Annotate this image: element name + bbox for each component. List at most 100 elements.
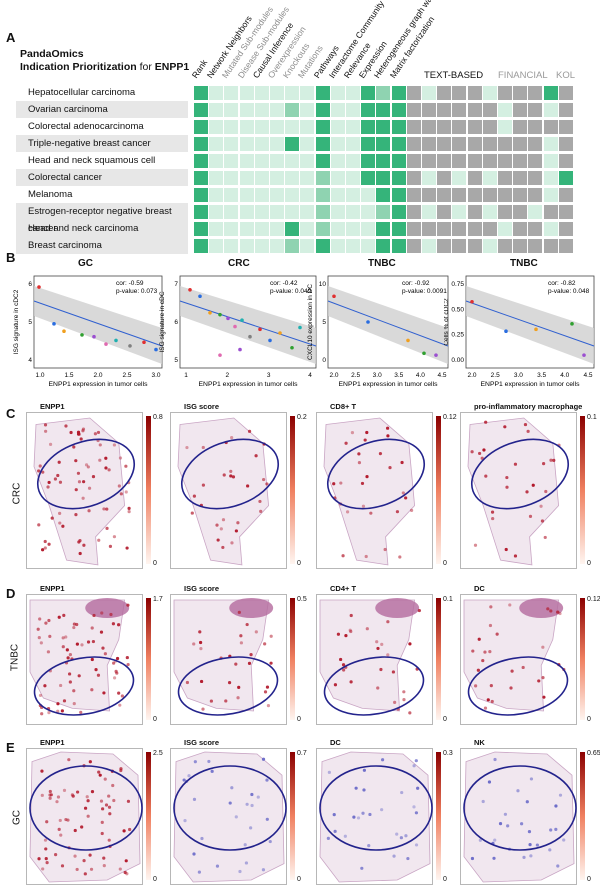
heatmap-cell — [391, 238, 406, 253]
heatmap-cell — [543, 153, 558, 168]
heatmap-cell — [467, 170, 482, 185]
heatmap-cell — [437, 204, 452, 219]
spot — [75, 622, 79, 627]
spot — [481, 658, 485, 663]
heatmap-cell — [239, 170, 254, 185]
spot — [192, 642, 196, 646]
spot — [249, 826, 253, 830]
spot — [238, 869, 242, 874]
colorbar — [580, 598, 585, 720]
spot — [505, 475, 509, 480]
spot — [544, 489, 548, 494]
spot — [122, 829, 126, 833]
spot — [488, 623, 493, 628]
spot — [82, 543, 86, 547]
spot — [361, 811, 365, 815]
heatmap-cell — [376, 204, 391, 219]
heatmap-cell — [254, 119, 269, 134]
scatter-point — [434, 353, 438, 357]
spot — [111, 622, 116, 626]
spot — [531, 483, 535, 487]
confidence-band — [466, 286, 594, 364]
heatmap-cell — [254, 85, 269, 100]
spot — [483, 706, 488, 710]
heatmap-cell — [330, 238, 345, 253]
colorbar-min: 0 — [443, 876, 447, 883]
heatmap-cell — [361, 221, 376, 236]
region-ellipse — [177, 656, 279, 716]
spot — [268, 839, 272, 844]
colorbar — [146, 752, 151, 880]
spot — [192, 797, 197, 801]
heatmap-cell — [513, 136, 528, 151]
spot — [360, 866, 364, 870]
spot — [542, 462, 546, 466]
heatmap-cell — [330, 85, 345, 100]
heatmap-cell — [330, 204, 345, 219]
spot — [548, 848, 552, 852]
spot — [127, 506, 131, 510]
spot — [356, 816, 361, 820]
spot — [245, 622, 249, 627]
spot — [199, 679, 204, 684]
spot — [386, 426, 390, 430]
spot — [183, 819, 187, 823]
spot — [107, 468, 111, 472]
heatmap-cell — [239, 119, 254, 134]
x-tick-label: 2.5 — [351, 372, 360, 379]
heatmap-cell — [376, 153, 391, 168]
cor-text: cor: -0.59 — [116, 280, 144, 287]
heatmap-cell — [224, 170, 239, 185]
heatmap-cell — [513, 102, 528, 117]
heatmap-cell — [209, 102, 224, 117]
spot — [228, 801, 232, 805]
spot — [190, 511, 194, 515]
spot — [365, 474, 369, 479]
spot — [101, 646, 105, 650]
spot — [263, 690, 268, 694]
heatmap-cell — [330, 136, 345, 151]
heatmap-cell — [376, 102, 391, 117]
spot — [43, 423, 48, 427]
regression-line — [33, 300, 163, 347]
spot — [216, 538, 220, 542]
spot — [91, 475, 96, 479]
spot — [484, 474, 488, 478]
spot — [185, 680, 190, 685]
heatmap-cell — [270, 119, 284, 134]
scatter-point — [198, 294, 202, 299]
heatmap-cell — [209, 238, 224, 253]
heatmap-title-for: for — [136, 61, 155, 73]
spot — [75, 642, 79, 646]
scatter-point — [582, 353, 586, 357]
colorbar-max: 0.1 — [443, 596, 453, 603]
heatmap-cell — [528, 119, 543, 134]
heatmap-cell — [254, 153, 269, 168]
heatmap-cell — [270, 153, 284, 168]
spot — [40, 769, 44, 773]
y-tick-label: 0.75 — [451, 281, 464, 288]
scatter-point — [80, 333, 84, 337]
heatmap-cell — [224, 136, 239, 151]
spot — [523, 422, 528, 427]
heatmap-cell — [209, 136, 224, 151]
scatter-point — [268, 338, 272, 343]
spot — [112, 661, 116, 665]
spot — [541, 676, 545, 680]
spot — [112, 798, 116, 803]
spot — [118, 703, 122, 707]
heatmap-cell — [330, 221, 345, 236]
spot — [367, 844, 371, 848]
spot — [230, 786, 234, 790]
spot — [326, 836, 330, 840]
heatmap-cell — [376, 85, 391, 100]
heatmap-cell — [437, 119, 452, 134]
spot — [504, 547, 508, 552]
heatmap-row-label: Ovarian carcinoma — [16, 101, 188, 118]
heatmap-cell — [254, 187, 269, 202]
colorbar — [290, 416, 295, 564]
spot — [552, 458, 556, 462]
heatmap-cell — [498, 85, 512, 100]
spot — [516, 789, 520, 793]
heatmap-cell — [254, 136, 269, 151]
